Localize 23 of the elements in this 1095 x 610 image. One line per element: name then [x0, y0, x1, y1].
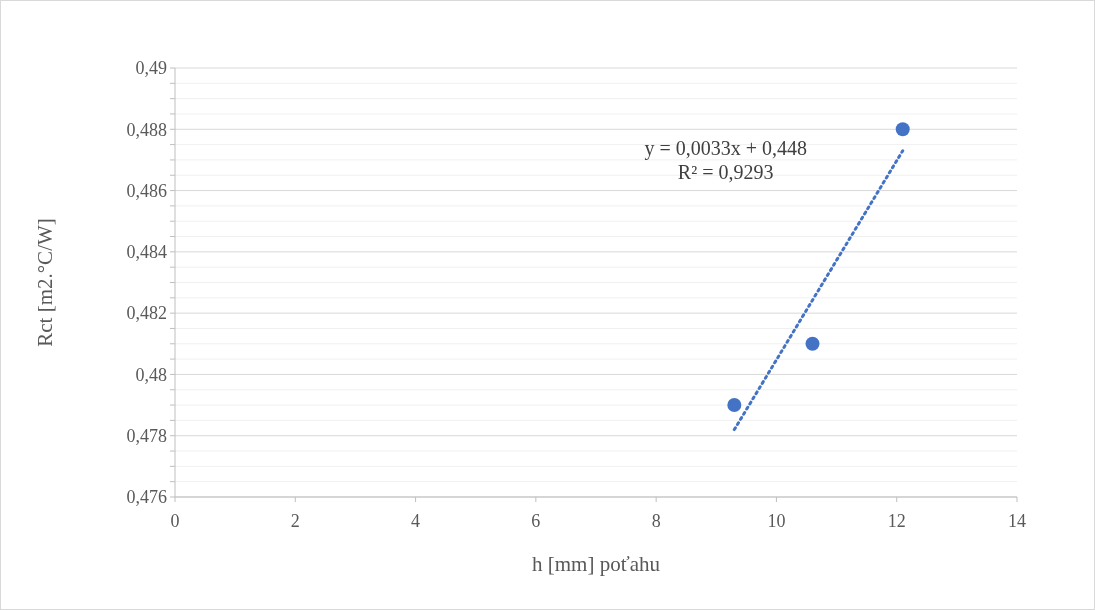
x-tick-label: 4 — [411, 511, 421, 531]
annotation: R² = 0,9293 — [677, 161, 774, 183]
point — [895, 122, 910, 137]
x-tick-label: 6 — [531, 511, 541, 531]
y-tick-label: 0,486 — [126, 180, 167, 201]
y-tick-label: 0,49 — [135, 58, 167, 79]
y-tick-label: 0,48 — [135, 364, 167, 385]
x-tick-label: 12 — [887, 511, 906, 531]
x-tick-label: 8 — [651, 511, 661, 531]
y-tick-label: 0,484 — [126, 242, 167, 263]
y-axis-title: Rct [m2.°C/W] — [33, 218, 57, 347]
x-tick-label: 14 — [1008, 511, 1026, 531]
point — [805, 336, 820, 351]
point — [727, 398, 742, 413]
x-axis-title: h [mm] poťahu — [532, 552, 661, 576]
x-tick-label: 0 — [170, 511, 180, 531]
x-tick-label: 10 — [767, 511, 786, 531]
y-tick-label: 0,488 — [126, 119, 167, 140]
x-tick-label: 2 — [290, 511, 300, 531]
annotation: y = 0,0033x + 0,448 — [644, 137, 807, 160]
y-tick-label: 0,476 — [126, 487, 167, 508]
y-tick-label: 0,478 — [126, 426, 167, 447]
y-tick-label: 0,482 — [126, 303, 167, 324]
